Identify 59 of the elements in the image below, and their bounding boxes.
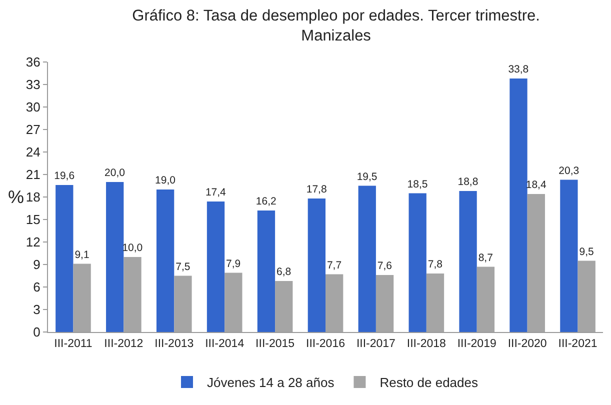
y-tick-label: 12 — [26, 234, 40, 250]
data-label: 7,7 — [326, 259, 342, 272]
bar — [560, 180, 578, 332]
data-label: 18,5 — [407, 178, 428, 190]
y-tick-label: 30 — [26, 100, 40, 115]
data-label: 19,0 — [155, 174, 176, 186]
bar — [408, 193, 426, 332]
x-tick-label: III-2018 — [406, 338, 446, 350]
y-axis-title: % — [8, 187, 24, 207]
x-tick-label: III-2017 — [356, 338, 396, 350]
bar — [156, 190, 174, 332]
data-label: 7,6 — [377, 260, 392, 272]
x-tick-label: III-2012 — [104, 338, 144, 350]
legend-label: Resto de edades — [380, 375, 478, 390]
bar — [106, 182, 124, 332]
bar — [358, 186, 376, 332]
x-tick-label: III-2011 — [54, 338, 92, 350]
x-tick-label: III-2019 — [457, 338, 496, 350]
y-tick-label: 15 — [26, 212, 40, 228]
data-label: 20,3 — [558, 164, 580, 177]
y-tick-label: 24 — [26, 144, 40, 160]
data-label: 19,6 — [54, 170, 75, 182]
y-tick-label: 0 — [33, 324, 40, 340]
legend-label: Jóvenes 14 a 28 años — [207, 375, 335, 390]
data-label: 7,9 — [226, 258, 241, 270]
data-label: 9,5 — [579, 246, 594, 258]
data-label: 8,7 — [478, 252, 494, 264]
data-label: 17,8 — [306, 184, 327, 196]
x-tick-label: III-2021 — [558, 338, 598, 350]
x-tick-label: III-2015 — [256, 338, 295, 350]
x-tick-label: III-2014 — [205, 338, 245, 350]
x-tick-label: III-2016 — [306, 338, 345, 350]
y-tick-label: 21 — [26, 167, 40, 182]
data-label: 16,2 — [256, 196, 277, 208]
data-label: 18,8 — [458, 176, 478, 188]
bar — [459, 191, 477, 332]
bar — [308, 198, 326, 332]
data-label: 6,8 — [276, 266, 292, 278]
data-label: 19,5 — [356, 170, 378, 183]
bar — [206, 202, 225, 332]
y-tick-label: 18 — [26, 190, 40, 205]
x-tick-label: III-2020 — [508, 338, 547, 350]
data-label: 7,8 — [428, 258, 443, 270]
x-tick-label: III-2013 — [154, 338, 194, 350]
data-label: 17,4 — [205, 186, 226, 198]
bar — [257, 210, 276, 332]
y-tick-label: 33 — [26, 77, 40, 92]
data-label: 9,1 — [74, 248, 90, 261]
y-tick-label: 6 — [33, 280, 40, 295]
data-label: 20,0 — [104, 167, 126, 179]
y-tick-label: 36 — [26, 54, 40, 70]
chart-title: Gráfico 8: Tasa de desempleo por edades. Tercer trimestre. Manizales — [132, 7, 540, 44]
data-label: 7,5 — [176, 260, 190, 273]
bar — [510, 78, 528, 332]
y-tick-label: 27 — [26, 122, 40, 138]
data-label: 33,8 — [508, 64, 529, 76]
y-tick-label: 9 — [33, 257, 40, 272]
y-tick-label: 3 — [33, 302, 40, 318]
bar — [56, 185, 74, 332]
